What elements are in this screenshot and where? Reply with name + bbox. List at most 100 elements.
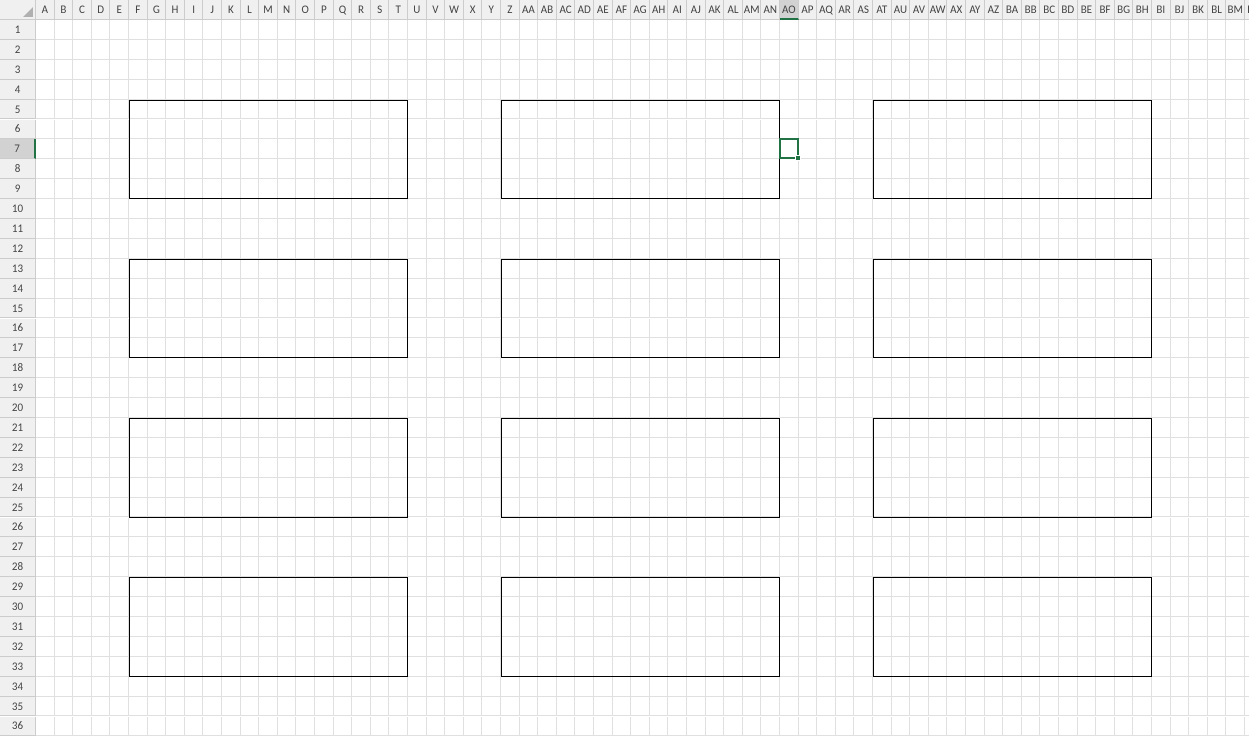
cell[interactable] xyxy=(55,358,74,378)
cell[interactable] xyxy=(241,299,260,319)
cell[interactable] xyxy=(1040,458,1059,478)
cell[interactable] xyxy=(241,697,260,717)
cell[interactable] xyxy=(1040,319,1059,339)
cell[interactable] xyxy=(389,40,408,60)
cell[interactable] xyxy=(687,100,706,120)
cell[interactable] xyxy=(73,338,92,358)
cell[interactable] xyxy=(166,378,185,398)
cell[interactable] xyxy=(613,100,632,120)
cell[interactable] xyxy=(1003,319,1022,339)
cell[interactable] xyxy=(761,617,780,637)
cell[interactable] xyxy=(706,677,725,697)
cell[interactable] xyxy=(910,697,929,717)
cell[interactable] xyxy=(799,239,818,259)
cell[interactable] xyxy=(1115,478,1134,498)
cell[interactable] xyxy=(1226,40,1245,60)
cell[interactable] xyxy=(966,597,985,617)
cell[interactable] xyxy=(1040,60,1059,80)
cell[interactable] xyxy=(1096,677,1115,697)
cell[interactable] xyxy=(55,577,74,597)
cell[interactable] xyxy=(352,577,371,597)
cell[interactable] xyxy=(892,299,911,319)
cell[interactable] xyxy=(687,597,706,617)
cell[interactable] xyxy=(929,179,948,199)
cell[interactable] xyxy=(613,637,632,657)
cell[interactable] xyxy=(464,338,483,358)
cell[interactable] xyxy=(854,358,873,378)
cell[interactable] xyxy=(817,498,836,518)
cell[interactable] xyxy=(966,637,985,657)
cell[interactable] xyxy=(873,40,892,60)
cell[interactable] xyxy=(613,40,632,60)
cell[interactable] xyxy=(947,418,966,438)
row-header[interactable]: 27 xyxy=(0,537,36,557)
cell[interactable] xyxy=(613,199,632,219)
cell[interactable] xyxy=(1226,697,1245,717)
cell[interactable] xyxy=(780,259,799,279)
cell[interactable] xyxy=(241,478,260,498)
cell[interactable] xyxy=(427,338,446,358)
cell[interactable] xyxy=(1003,259,1022,279)
cell[interactable] xyxy=(278,518,297,538)
cell[interactable] xyxy=(1003,139,1022,159)
cell[interactable] xyxy=(557,179,576,199)
cell[interactable] xyxy=(1096,557,1115,577)
cell[interactable] xyxy=(389,717,408,737)
cell[interactable] xyxy=(780,378,799,398)
cell[interactable] xyxy=(148,100,167,120)
cell[interactable] xyxy=(613,398,632,418)
cell[interactable] xyxy=(1171,418,1190,438)
cell[interactable] xyxy=(1171,557,1190,577)
cell[interactable] xyxy=(73,159,92,179)
cell[interactable] xyxy=(222,199,241,219)
cell[interactable] xyxy=(520,617,539,637)
cell[interactable] xyxy=(166,40,185,60)
cell[interactable] xyxy=(947,637,966,657)
cell[interactable] xyxy=(966,139,985,159)
cell[interactable] xyxy=(799,20,818,40)
cell[interactable] xyxy=(1189,498,1208,518)
cell[interactable] xyxy=(296,299,315,319)
cell[interactable] xyxy=(222,279,241,299)
cell[interactable] xyxy=(371,338,390,358)
cell[interactable] xyxy=(966,80,985,100)
cell[interactable] xyxy=(259,259,278,279)
cell[interactable] xyxy=(334,597,353,617)
column-header[interactable]: BD xyxy=(1059,0,1078,20)
cell[interactable] xyxy=(575,319,594,339)
cell[interactable] xyxy=(73,279,92,299)
cell[interactable] xyxy=(1022,378,1041,398)
cell[interactable] xyxy=(1059,637,1078,657)
cell[interactable] xyxy=(334,20,353,40)
cell[interactable] xyxy=(148,557,167,577)
cell[interactable] xyxy=(92,378,111,398)
cell[interactable] xyxy=(1208,418,1227,438)
cell[interactable] xyxy=(389,159,408,179)
cell[interactable] xyxy=(780,677,799,697)
cell[interactable] xyxy=(1226,120,1245,140)
cell[interactable] xyxy=(1096,120,1115,140)
cell[interactable] xyxy=(706,100,725,120)
cell[interactable] xyxy=(55,239,74,259)
cell[interactable] xyxy=(594,717,613,737)
row-header[interactable]: 5 xyxy=(0,100,36,120)
column-header[interactable]: AM xyxy=(743,0,762,20)
cell[interactable] xyxy=(854,239,873,259)
cell[interactable] xyxy=(761,597,780,617)
cell[interactable] xyxy=(55,657,74,677)
cell[interactable] xyxy=(706,159,725,179)
cell[interactable] xyxy=(761,239,780,259)
cell[interactable] xyxy=(389,617,408,637)
cell[interactable] xyxy=(389,239,408,259)
cell[interactable] xyxy=(538,120,557,140)
cell[interactable] xyxy=(910,478,929,498)
cell[interactable] xyxy=(408,418,427,438)
cell[interactable] xyxy=(1133,498,1152,518)
cell[interactable] xyxy=(371,378,390,398)
cell[interactable] xyxy=(73,557,92,577)
cell[interactable] xyxy=(55,100,74,120)
cell[interactable] xyxy=(1040,179,1059,199)
cell[interactable] xyxy=(389,378,408,398)
cell[interactable] xyxy=(1115,100,1134,120)
cell[interactable] xyxy=(92,159,111,179)
